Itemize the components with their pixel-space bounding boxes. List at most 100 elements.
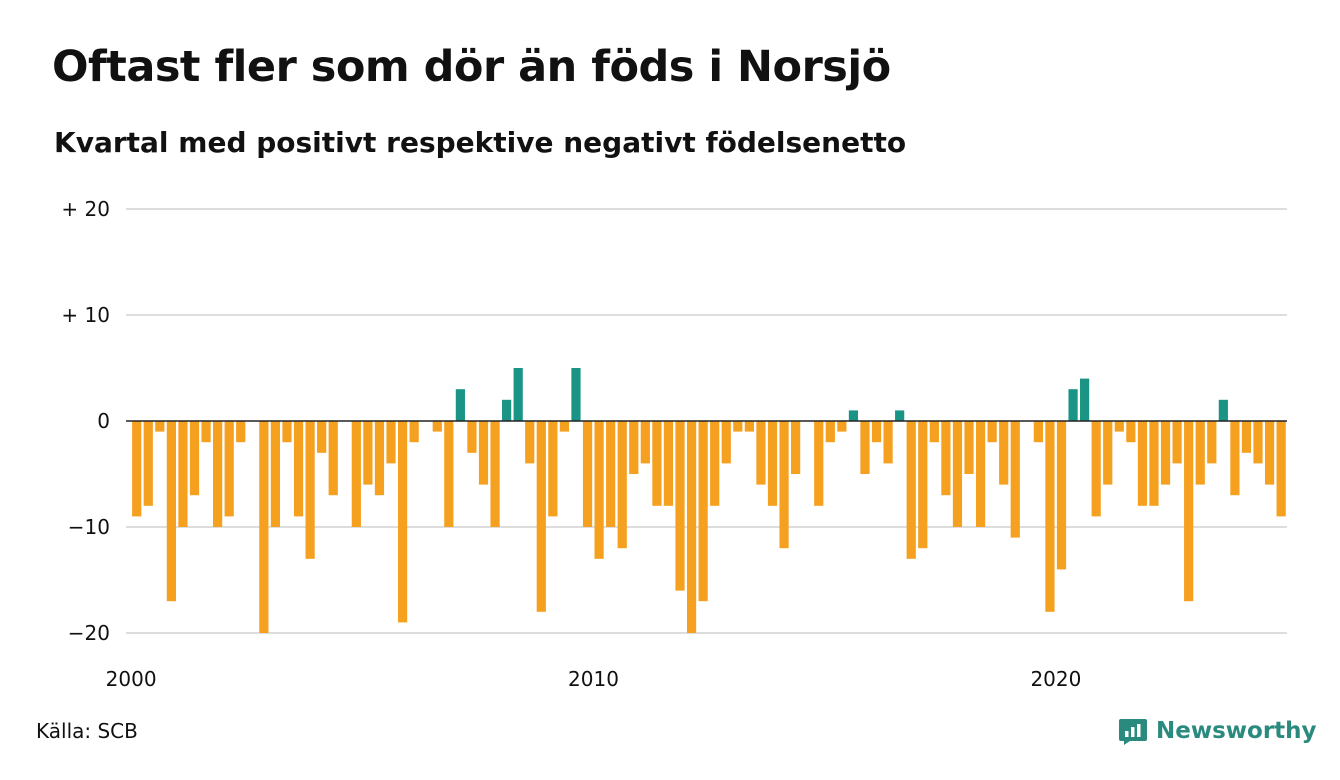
bar-negative [675,421,684,591]
bar-negative [1126,421,1135,442]
newsworthy-logo-icon [1118,716,1148,746]
bar-negative [1138,421,1147,506]
source-note: Källa: SCB [36,719,138,743]
bar-negative [1265,421,1274,485]
bar-negative [930,421,939,442]
bar-negative [756,421,765,485]
bar-negative [1149,421,1158,506]
bar-negative [988,421,997,442]
bar-positive [895,410,904,421]
bar-negative [860,421,869,474]
bar-negative [1103,421,1112,485]
bar-negative [583,421,592,527]
bar-positive [849,410,858,421]
bar-negative [1057,421,1066,569]
bar-chart: + 20+ 100−10−202000 2010 2020 [0,0,1340,780]
bar-negative [271,421,280,527]
bar-negative [490,421,499,527]
x-tick-label: 2000 [106,667,157,691]
y-tick-label: + 20 [61,197,110,221]
bar-negative [201,421,210,442]
bar-negative [768,421,777,506]
bar-negative [213,421,222,527]
bar-negative [1115,421,1124,432]
bar-negative [317,421,326,453]
bar-negative [479,421,488,485]
bar-negative [225,421,234,516]
bar-negative [178,421,187,527]
x-tick-label: 2010 [568,667,619,691]
bar-negative [282,421,291,442]
bar-negative [352,421,361,527]
bar-negative [1277,421,1286,516]
bar-negative [560,421,569,432]
bar-negative [1253,421,1262,463]
bar-negative [1092,421,1101,516]
bar-positive [1080,379,1089,421]
bar-negative [167,421,176,601]
bar-negative [826,421,835,442]
bar-negative [606,421,615,527]
bar-negative [1230,421,1239,495]
bar-negative [999,421,1008,485]
bar-negative [652,421,661,506]
bar-negative [386,421,395,463]
bar-negative [907,421,916,559]
bar-positive [514,368,523,421]
bar-negative [155,421,164,432]
bar-negative [872,421,881,442]
y-tick-label: −10 [68,515,110,539]
bar-negative [525,421,534,463]
bar-negative [976,421,985,527]
bar-negative [306,421,315,559]
bar-positive [456,389,465,421]
bar-negative [144,421,153,506]
bar-negative [733,421,742,432]
bar-negative [918,421,927,548]
bar-positive [1068,389,1077,421]
bar-negative [710,421,719,506]
bar-negative [1173,421,1182,463]
bar-negative [294,421,303,516]
bar-positive [502,400,511,421]
bar-negative [467,421,476,453]
bar-negative [433,421,442,432]
bar-negative [259,421,268,633]
bar-positive [571,368,580,421]
brand-logo[interactable]: Newsworthy [1118,714,1317,748]
bar-negative [699,421,708,601]
bar-negative [444,421,453,527]
bar-negative [1207,421,1216,463]
bar-negative [1184,421,1193,601]
bar-negative [618,421,627,548]
y-tick-label: −20 [68,621,110,645]
bar-negative [1034,421,1043,442]
bar-negative [779,421,788,548]
bar-negative [953,421,962,527]
bar-negative [329,421,338,495]
bar-negative [1045,421,1054,612]
bar-negative [1011,421,1020,538]
bar-negative [375,421,384,495]
bar-negative [964,421,973,474]
bar-negative [132,421,141,516]
bar-positive [1219,400,1228,421]
bar-negative [595,421,604,559]
bar-negative [814,421,823,506]
brand-name: Newsworthy [1156,718,1317,744]
bar-negative [537,421,546,612]
bar-negative [941,421,950,495]
bar-negative [641,421,650,463]
bar-negative [190,421,199,495]
bar-negative [1161,421,1170,485]
bar-negative [398,421,407,622]
bar-negative [629,421,638,474]
bar-negative [837,421,846,432]
bar-negative [363,421,372,485]
bar-negative [664,421,673,506]
bar-negative [548,421,557,516]
bar-negative [236,421,245,442]
bar-negative [745,421,754,432]
bars [132,368,1286,633]
bar-negative [722,421,731,463]
